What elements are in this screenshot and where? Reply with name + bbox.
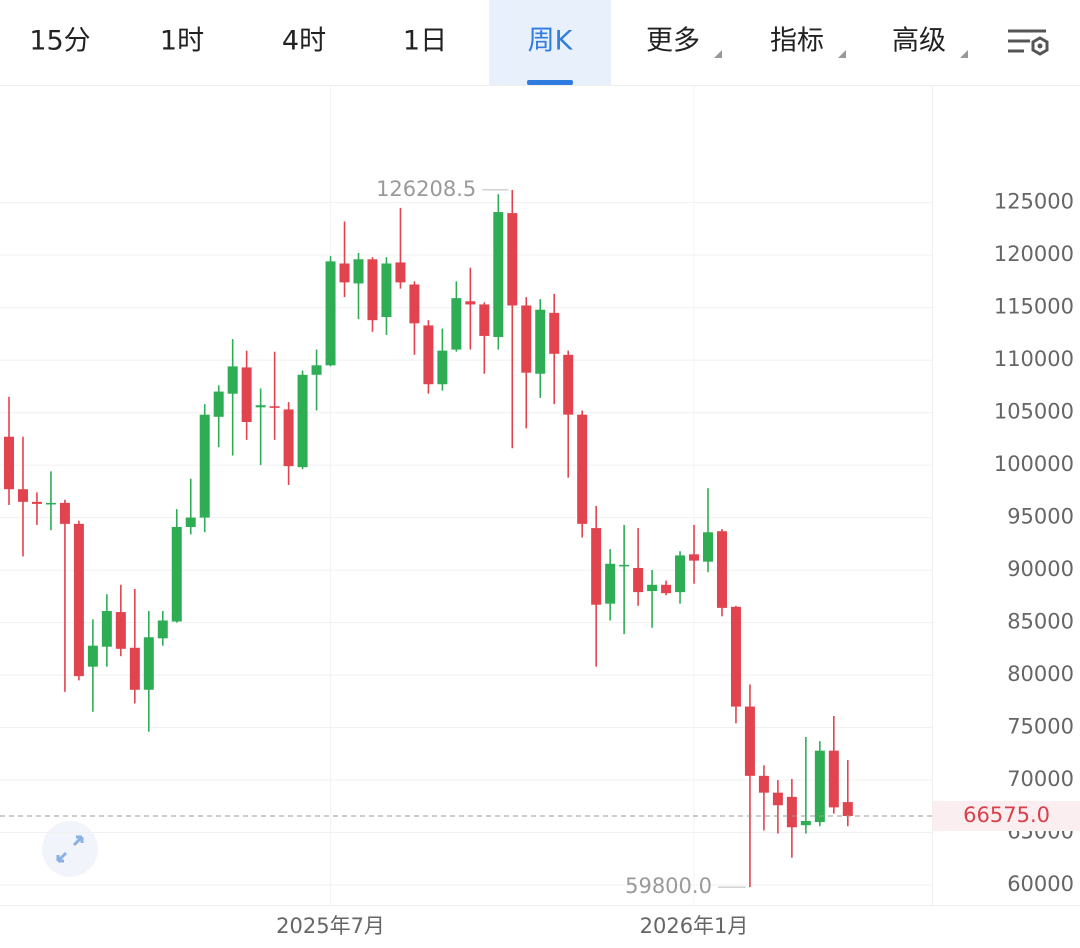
tab[interactable]: 指标 (770, 26, 824, 57)
candle-body (353, 259, 364, 284)
candle-body (101, 611, 112, 647)
tab[interactable]: 15分 (29, 26, 90, 57)
candle-body (465, 301, 476, 305)
high-annotation: 126208.5 (376, 177, 476, 201)
y-tick-label: 120000 (994, 242, 1074, 266)
tab[interactable]: 4时 (282, 26, 326, 57)
candle-body (828, 750, 839, 808)
candle-body (241, 367, 252, 423)
candle-body (675, 555, 686, 593)
y-tick-label: 100000 (994, 452, 1074, 476)
candle-body (619, 564, 630, 567)
y-tick-label: 110000 (994, 347, 1074, 371)
candle-body (479, 304, 490, 336)
dropdown-triangle (714, 50, 722, 58)
candle-body (786, 796, 797, 828)
candle-body (143, 637, 154, 690)
candle-body (185, 517, 196, 528)
candle-body (45, 502, 56, 505)
candle-body (31, 501, 42, 504)
candle-body (577, 414, 588, 524)
candle-body (535, 309, 546, 374)
tab[interactable]: 1日 (403, 26, 447, 57)
candle-body (451, 298, 462, 350)
tab[interactable]: 周K (528, 26, 574, 57)
active-tab-bg (489, 0, 611, 85)
candle-body (703, 532, 713, 562)
candle-body (800, 821, 811, 826)
candle-body (437, 350, 448, 385)
candle-body (269, 406, 280, 408)
candle-body (744, 706, 755, 776)
x-tick-label: 2025年7月 (276, 914, 385, 938)
candle-body (493, 212, 504, 337)
candle-body (227, 366, 238, 394)
candle-body (814, 750, 825, 823)
candle-body (689, 554, 700, 561)
candle-body (325, 261, 336, 366)
candle-body (213, 391, 224, 417)
candle-body (549, 312, 560, 354)
candle-body (87, 645, 98, 667)
y-tick-label: 125000 (994, 190, 1074, 214)
candle-body (199, 414, 210, 518)
candle-body (605, 563, 616, 604)
candle-body (283, 409, 294, 467)
candle-body (633, 567, 644, 593)
expand-button[interactable] (42, 821, 98, 877)
y-tick-label: 105000 (994, 400, 1074, 424)
candle-body (842, 802, 853, 817)
y-tick-label: 90000 (1007, 557, 1074, 581)
dropdown-triangle (960, 50, 968, 58)
settings-icon[interactable] (1008, 29, 1049, 56)
candle-body (507, 213, 518, 306)
candle-body (73, 523, 84, 677)
tab[interactable]: 更多 (646, 26, 700, 57)
candle-body (367, 259, 378, 321)
candle-body (563, 354, 574, 415)
candle-body (647, 584, 658, 592)
low-annotation: 59800.0 (625, 874, 712, 898)
y-tick-label: 85000 (1007, 610, 1074, 634)
candle-body (115, 612, 126, 649)
candle-body (381, 263, 392, 318)
candle-body (716, 531, 727, 608)
last-price-label: 66575.0 (963, 803, 1050, 827)
candle-body (395, 262, 406, 283)
candle-body (297, 374, 308, 468)
tab[interactable]: 1时 (160, 26, 204, 57)
candle-body (758, 775, 769, 793)
tab[interactable]: 高级 (892, 26, 946, 57)
candle-body (591, 528, 602, 605)
candle-body (521, 305, 532, 373)
candle-body (17, 489, 28, 502)
dropdown-triangle (838, 50, 846, 58)
y-tick-label: 60000 (1007, 872, 1074, 896)
candle-body (730, 606, 741, 707)
candle-body (661, 584, 672, 594)
candle-body (772, 792, 783, 806)
candle-body (339, 263, 350, 283)
last-price-box (933, 801, 1080, 832)
y-tick-label: 70000 (1007, 767, 1074, 791)
candle-body (59, 502, 70, 524)
y-tick-label: 75000 (1007, 715, 1074, 739)
candle-body (4, 436, 14, 490)
candle-body (409, 284, 420, 324)
candle-body (171, 527, 182, 622)
candle-body (129, 647, 140, 690)
candle-body (157, 620, 168, 639)
y-tick-label: 95000 (1007, 505, 1074, 529)
candle-body (423, 325, 434, 385)
candle-body (255, 405, 266, 408)
y-tick-label: 115000 (994, 295, 1074, 319)
active-tab-indicator (527, 80, 573, 85)
candle-body (311, 365, 322, 375)
y-tick-label: 80000 (1007, 662, 1074, 686)
x-tick-label: 2026年1月 (640, 914, 749, 938)
